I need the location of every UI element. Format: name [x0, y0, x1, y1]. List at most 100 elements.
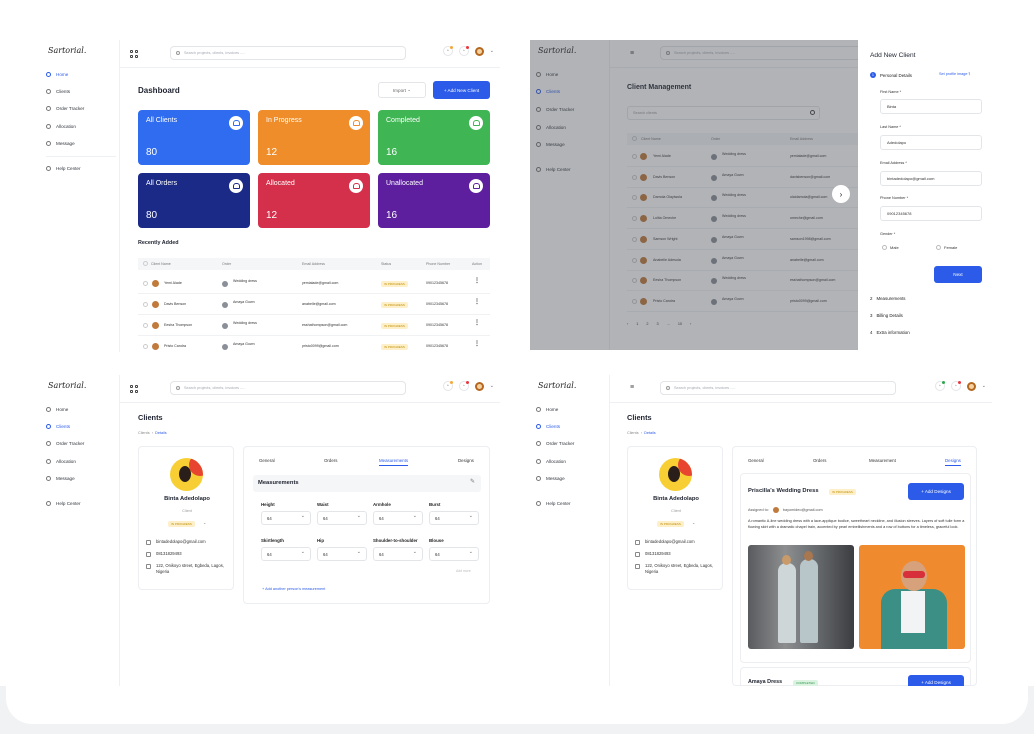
nav-allocation[interactable]: Allocation: [536, 459, 566, 464]
design-photo-1[interactable]: [748, 545, 854, 649]
status-badge[interactable]: IN PROGRESS: [168, 521, 195, 527]
next-button[interactable]: Next: [934, 266, 982, 283]
design-photo-2[interactable]: [859, 545, 965, 649]
chat-icon[interactable]: ▫: [442, 381, 453, 391]
table-row[interactable]: Pristo Candra Amaya Gown pristo0099@gmai…: [138, 337, 490, 352]
step-personal-details[interactable]: 1 Personal Details: [870, 72, 912, 78]
nav-allocation[interactable]: Allocation: [536, 125, 566, 130]
table-row[interactable]: Yemi Alade Wedding dress yemialade@gmail…: [138, 274, 490, 294]
nav-home[interactable]: Home: [536, 72, 558, 77]
tab-measurements[interactable]: Measurements: [379, 458, 409, 466]
nav-order-tracker[interactable]: Order Tracker: [46, 441, 84, 446]
nav-allocation[interactable]: Allocation: [46, 459, 76, 464]
next-arrow-button[interactable]: ›: [832, 185, 850, 203]
nav-clients[interactable]: Clients: [46, 424, 70, 429]
measurement-select[interactable]: 64: [261, 511, 311, 525]
prev-page-icon[interactable]: ‹: [627, 322, 629, 326]
nav-home[interactable]: Home: [46, 72, 68, 77]
avatar[interactable]: [966, 381, 976, 391]
search-input[interactable]: Search projects, clients, invoices .....: [170, 381, 406, 395]
nav-message[interactable]: Message: [536, 476, 565, 481]
gender-male-radio[interactable]: Male: [882, 245, 899, 250]
step-measurements[interactable]: 2 Measurements: [870, 296, 906, 301]
page-link[interactable]: 3: [656, 322, 659, 326]
measurement-select[interactable]: 64: [317, 547, 367, 561]
table-row[interactable]: Davis Benson Amaya Gown davisbenson@gmail.…: [627, 168, 859, 188]
add-person-measurement-link[interactable]: + Add another person's measurement: [262, 587, 326, 591]
avatar[interactable]: [474, 381, 484, 391]
chevron-down-icon[interactable]: ⌄: [981, 383, 986, 389]
bell-icon[interactable]: ◦: [458, 46, 469, 56]
nav-message[interactable]: Message: [46, 141, 75, 146]
measurement-select[interactable]: 64: [429, 547, 479, 561]
stat-card-all-orders[interactable]: All Orders 80: [138, 173, 250, 228]
more-vertical-icon[interactable]: ⋮: [474, 320, 480, 326]
chevron-down-icon[interactable]: ⌄: [692, 520, 696, 525]
nav-clients[interactable]: Clients: [536, 89, 560, 94]
nav-home[interactable]: Home: [46, 407, 68, 412]
step-extra-info[interactable]: 4 Extra information: [870, 330, 910, 335]
last-name-field[interactable]: Adedolapo: [880, 135, 982, 150]
measurement-select[interactable]: 64: [373, 511, 423, 525]
gender-female-radio[interactable]: Female: [936, 245, 957, 250]
apps-grid-icon[interactable]: [130, 385, 138, 393]
next-page-icon[interactable]: ›: [690, 322, 692, 326]
email-field[interactable]: bintadedolapo@gmail.com: [880, 171, 982, 186]
search-input[interactable]: Search projects, clients, invoices .....: [660, 381, 896, 395]
more-vertical-icon[interactable]: ⋮: [474, 341, 480, 347]
nav-order-tracker[interactable]: Order Tracker: [536, 441, 574, 446]
tab-designs[interactable]: Designs: [458, 458, 474, 463]
stat-card-allocated[interactable]: Allocated 12: [258, 173, 370, 228]
measurement-select[interactable]: 64: [373, 547, 423, 561]
stat-card-unallocated[interactable]: Unallocated 16: [378, 173, 490, 228]
menu-icon[interactable]: ≡: [630, 384, 635, 391]
tab-general[interactable]: General: [748, 458, 764, 463]
table-row[interactable]: Eesha Thompson Wedding dress esshathomps…: [138, 316, 490, 336]
add-designs-button[interactable]: + Add Designs: [908, 483, 964, 500]
status-badge[interactable]: IN PROGRESS: [657, 521, 684, 527]
menu-icon[interactable]: ≡: [630, 50, 635, 57]
measurement-select[interactable]: 64: [317, 511, 367, 525]
add-designs-button[interactable]: + Add Designs: [908, 675, 964, 686]
table-row[interactable]: Eesha Thompson Wedding dress esshathompson…: [627, 271, 859, 292]
tab-general[interactable]: General: [259, 458, 275, 463]
search-input[interactable]: Search projects, clients, invoices .....: [170, 46, 406, 60]
avatar[interactable]: [474, 46, 484, 56]
nav-clients[interactable]: Clients: [46, 89, 70, 94]
nav-message[interactable]: Message: [46, 476, 75, 481]
page-link[interactable]: 1: [636, 322, 639, 326]
phone-field[interactable]: 09012345678: [880, 206, 982, 221]
breadcrumb-root[interactable]: Clients: [627, 431, 639, 435]
nav-clients[interactable]: Clients: [536, 424, 560, 429]
nav-help-center[interactable]: Help Center: [536, 167, 571, 172]
chevron-down-icon[interactable]: ⌄: [489, 48, 494, 54]
table-row[interactable]: Anabelle Adesola Amaya Gown anabelle@gmail…: [627, 251, 859, 271]
nav-help-center[interactable]: Help Center: [46, 166, 81, 171]
page-link[interactable]: 2: [646, 322, 649, 326]
chevron-down-icon[interactable]: ⌄: [203, 520, 207, 525]
edit-icon[interactable]: ✎: [469, 479, 475, 485]
stat-card-in-progress[interactable]: In Progress 12: [258, 110, 370, 165]
nav-help-center[interactable]: Help Center: [46, 501, 81, 506]
import-button[interactable]: Import ⌄: [378, 82, 426, 98]
nav-message[interactable]: Message: [536, 142, 565, 147]
stat-card-all-clients[interactable]: All Clients 80: [138, 110, 250, 165]
bell-icon[interactable]: ◦: [950, 381, 961, 391]
more-vertical-icon[interactable]: ⋮: [474, 278, 480, 284]
nav-order-tracker[interactable]: Order Tracker: [536, 107, 574, 112]
more-vertical-icon[interactable]: ⋮: [474, 299, 480, 305]
nav-home[interactable]: Home: [536, 407, 558, 412]
table-row[interactable]: Samson Wright Amaya Gown samson1998@gmail.…: [627, 230, 859, 250]
nav-order-tracker[interactable]: Order Tracker: [46, 106, 84, 111]
add-new-client-button[interactable]: + Add New Client: [433, 81, 490, 99]
add-more-link[interactable]: Add more: [456, 569, 471, 573]
bell-icon[interactable]: ◦: [458, 381, 469, 391]
clock-icon[interactable]: ◦: [934, 381, 945, 391]
nav-help-center[interactable]: Help Center: [536, 501, 571, 506]
first-name-field[interactable]: Binta: [880, 99, 982, 114]
chat-icon[interactable]: ▫: [442, 46, 453, 56]
apps-grid-icon[interactable]: [130, 50, 138, 58]
measurement-select[interactable]: 64: [429, 511, 479, 525]
table-row[interactable]: Pristo Candra Amaya Gown pristo0099@gmail.…: [627, 292, 859, 312]
tab-designs[interactable]: Designs: [945, 458, 961, 466]
